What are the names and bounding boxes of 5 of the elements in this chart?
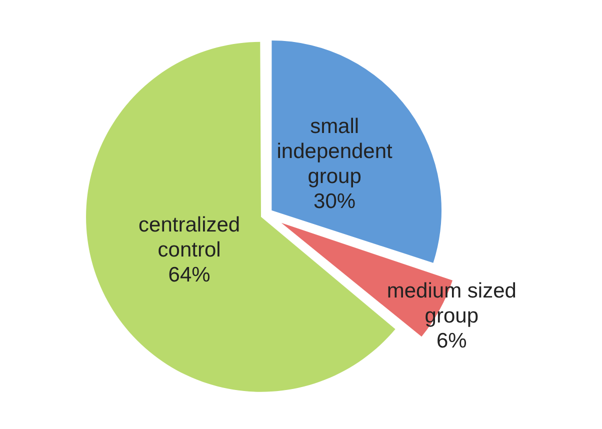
data-label: 30%	[314, 190, 356, 213]
slice-label: centralized control	[138, 213, 240, 262]
slice-label: small independent group	[276, 114, 393, 188]
data-label: 64%	[168, 263, 210, 286]
data-label: 6%	[436, 329, 467, 352]
